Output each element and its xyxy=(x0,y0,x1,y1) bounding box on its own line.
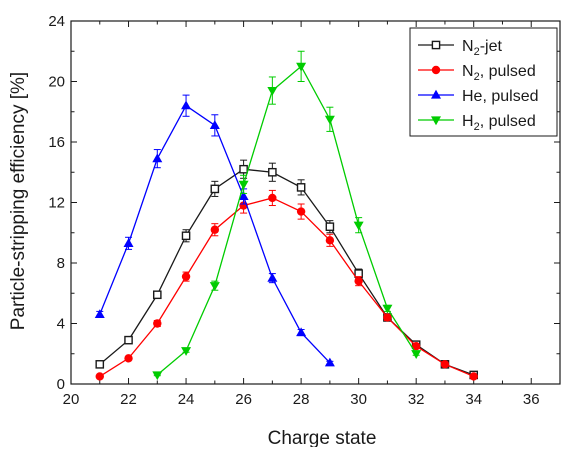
data-point-h2-pulsed xyxy=(181,347,192,356)
data-point-h2-pulsed xyxy=(267,86,278,96)
y-tick-label: 24 xyxy=(48,13,65,30)
y-tick-label: 16 xyxy=(48,134,65,151)
legend-label-h2-pulsed: H2, pulsed xyxy=(462,113,536,133)
data-point-he-pulsed xyxy=(181,100,192,110)
data-point-he-pulsed xyxy=(152,153,163,163)
data-point-n2-pulsed xyxy=(440,360,450,369)
x-tick-label: 24 xyxy=(178,391,195,408)
axes: 20 22 24 26 28 30 32 34 36 0 4 8 12 16 20 24 xyxy=(48,13,561,408)
data-point-n2-jet xyxy=(296,183,306,192)
data-point-n2-pulsed xyxy=(181,272,191,281)
series-n2-pulsed xyxy=(95,189,478,381)
data-point-n2-jet xyxy=(95,360,105,369)
data-point-he-pulsed xyxy=(123,238,134,247)
legend-marker-n2-jet xyxy=(431,40,441,50)
series-line-n2-jet xyxy=(99,168,474,376)
data-point-n2-jet xyxy=(268,167,277,177)
data-point-he-pulsed xyxy=(238,191,249,201)
data-point-he-pulsed xyxy=(324,357,335,367)
data-point-h2-pulsed xyxy=(353,221,364,231)
x-tick-label: 20 xyxy=(63,391,80,408)
data-point-n2-pulsed xyxy=(383,313,392,322)
x-tick-label: 28 xyxy=(293,391,310,408)
data-point-n2-pulsed xyxy=(95,372,104,381)
series-layer xyxy=(94,50,479,381)
data-point-n2-jet xyxy=(124,335,133,345)
data-point-n2-jet xyxy=(152,290,162,300)
data-point-n2-jet xyxy=(210,184,220,194)
data-point-h2-pulsed xyxy=(296,62,307,72)
y-tick-label: 0 xyxy=(57,376,65,393)
x-tick-label: 22 xyxy=(120,391,137,408)
x-tick-label: 32 xyxy=(408,391,425,408)
data-point-n2-pulsed xyxy=(325,236,335,245)
legend: N2-jet N2, pulsed He, pulsed H2, pulsed xyxy=(409,27,558,137)
series-line-h2-pulsed xyxy=(156,65,417,376)
data-point-h2-pulsed xyxy=(324,115,335,125)
data-point-n2-pulsed xyxy=(210,225,220,234)
legend-marker-h2-pulsed xyxy=(431,116,441,126)
data-point-n2-jet xyxy=(354,269,363,278)
data-point-n2-jet xyxy=(239,164,248,174)
legend-marker-he-pulsed xyxy=(431,89,441,99)
legend-marker-n2-pulsed xyxy=(431,65,441,75)
data-point-n2-pulsed xyxy=(411,341,421,351)
x-axis-label: Charge state xyxy=(268,428,377,447)
x-tick-label: 36 xyxy=(523,391,540,408)
x-tick-label: 34 xyxy=(465,391,482,408)
data-point-he-pulsed xyxy=(94,309,105,319)
data-point-n2-jet xyxy=(181,231,191,241)
legend-label-he-pulsed: He, pulsed xyxy=(462,88,539,105)
y-tick-label: 12 xyxy=(48,195,65,212)
series-h2-pulsed xyxy=(152,50,422,381)
data-point-n2-pulsed xyxy=(354,276,363,286)
x-tick-label: 30 xyxy=(350,391,367,408)
data-point-n2-pulsed xyxy=(469,372,478,381)
series-he-pulsed xyxy=(94,94,335,367)
y-tick-label: 20 xyxy=(48,74,65,91)
data-point-he-pulsed xyxy=(296,327,307,337)
data-point-n2-pulsed xyxy=(296,207,306,216)
data-point-n2-pulsed xyxy=(268,193,277,203)
data-point-n2-pulsed xyxy=(153,319,162,328)
legend-label-n2-pulsed: N2, pulsed xyxy=(462,63,536,83)
data-point-he-pulsed xyxy=(267,272,278,282)
data-point-n2-jet xyxy=(325,222,335,232)
data-point-h2-pulsed xyxy=(152,371,163,381)
data-point-n2-pulsed xyxy=(124,354,133,363)
y-axis-label: Particle-stripping efficiency [%] xyxy=(8,72,29,330)
series-line-n2-pulsed xyxy=(99,197,474,378)
x-tick-label: 26 xyxy=(235,391,252,408)
legend-label-n2-jet: N2-jet xyxy=(462,38,502,58)
data-point-h2-pulsed xyxy=(238,180,249,190)
data-point-h2-pulsed xyxy=(209,282,220,291)
y-tick-label: 4 xyxy=(57,316,65,333)
data-point-h2-pulsed xyxy=(411,350,422,359)
data-point-he-pulsed xyxy=(209,120,220,129)
y-tick-label: 8 xyxy=(57,255,65,272)
data-point-h2-pulsed xyxy=(382,304,393,314)
